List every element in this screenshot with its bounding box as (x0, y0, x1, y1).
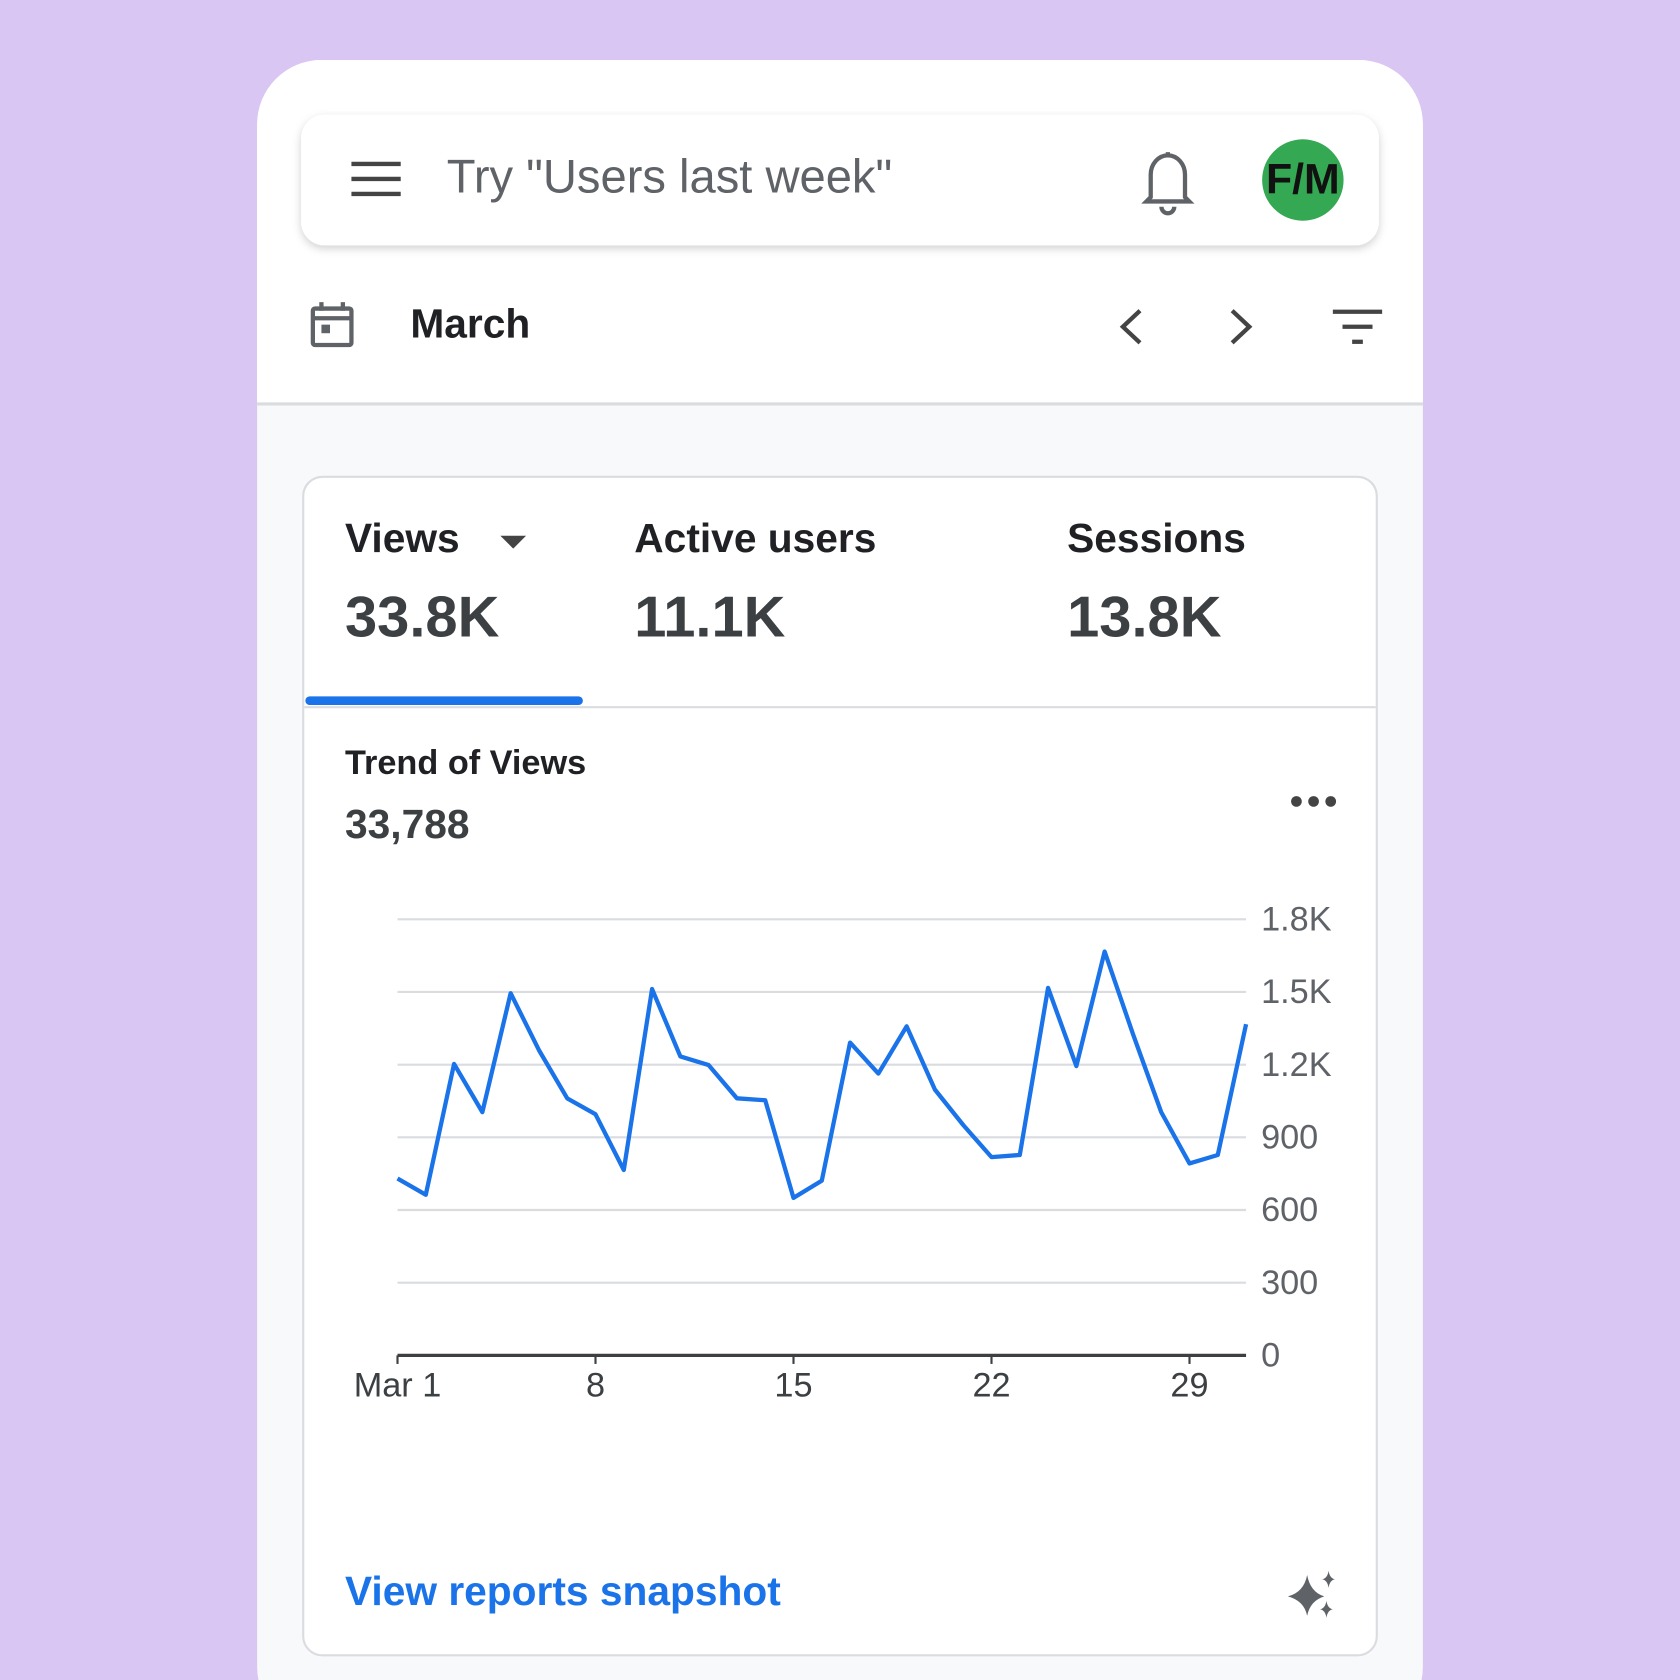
calendar-icon[interactable] (310, 302, 354, 348)
search-bar[interactable]: Try "Users last week" F/M (301, 114, 1379, 246)
metric-value[interactable]: 13.8K (1067, 586, 1222, 650)
date-row: March (310, 301, 1383, 348)
x-tick-label: 8 (586, 1367, 605, 1405)
menu-icon[interactable] (351, 161, 401, 197)
avatar-initials[interactable]: F/M (1266, 155, 1340, 203)
search-placeholder[interactable]: Try "Users last week" (447, 149, 892, 202)
calendar-dot (321, 324, 330, 334)
dropdown-arrow[interactable] (500, 535, 527, 549)
x-tick-label: 22 (972, 1367, 1010, 1405)
x-tick-label: Mar 1 (354, 1367, 442, 1405)
y-tick-label: 1.8K (1261, 900, 1332, 938)
views-line (396, 949, 1249, 1200)
date-range[interactable]: March (410, 301, 530, 347)
metric-label[interactable]: Views (345, 515, 460, 561)
y-tick-label: 600 (1261, 1191, 1318, 1229)
reports-link[interactable]: View reports snapshot (345, 1568, 781, 1614)
more-menu[interactable] (1291, 796, 1337, 807)
y-tick-label: 300 (1261, 1264, 1318, 1302)
y-tick-label: 900 (1261, 1119, 1318, 1157)
x-tick-label: 15 (774, 1367, 812, 1405)
metric-value[interactable]: 33.8K (345, 586, 500, 650)
sparkle-icon[interactable] (1287, 1570, 1335, 1618)
metric-label[interactable]: Active users (634, 515, 876, 561)
filter-icon[interactable] (1332, 309, 1383, 344)
card (302, 475, 1378, 1657)
metric-label[interactable]: Sessions (1067, 515, 1246, 561)
metric-value[interactable]: 11.1K (634, 586, 785, 650)
chart-title: Trend of Views (345, 744, 586, 782)
y-tick-label: 0 (1261, 1337, 1280, 1375)
bell-icon[interactable] (1141, 152, 1195, 216)
x-tick-label: 29 (1170, 1367, 1208, 1405)
prev-button[interactable] (1119, 309, 1142, 345)
chart-total: 33,788 (345, 801, 470, 847)
search-box[interactable] (301, 114, 1379, 246)
next-button[interactable] (1230, 309, 1253, 345)
y-tick-label: 1.5K (1261, 973, 1332, 1011)
active-tab-indicator (305, 696, 583, 705)
y-tick-label: 1.2K (1261, 1046, 1332, 1084)
avatar[interactable] (1262, 139, 1344, 221)
